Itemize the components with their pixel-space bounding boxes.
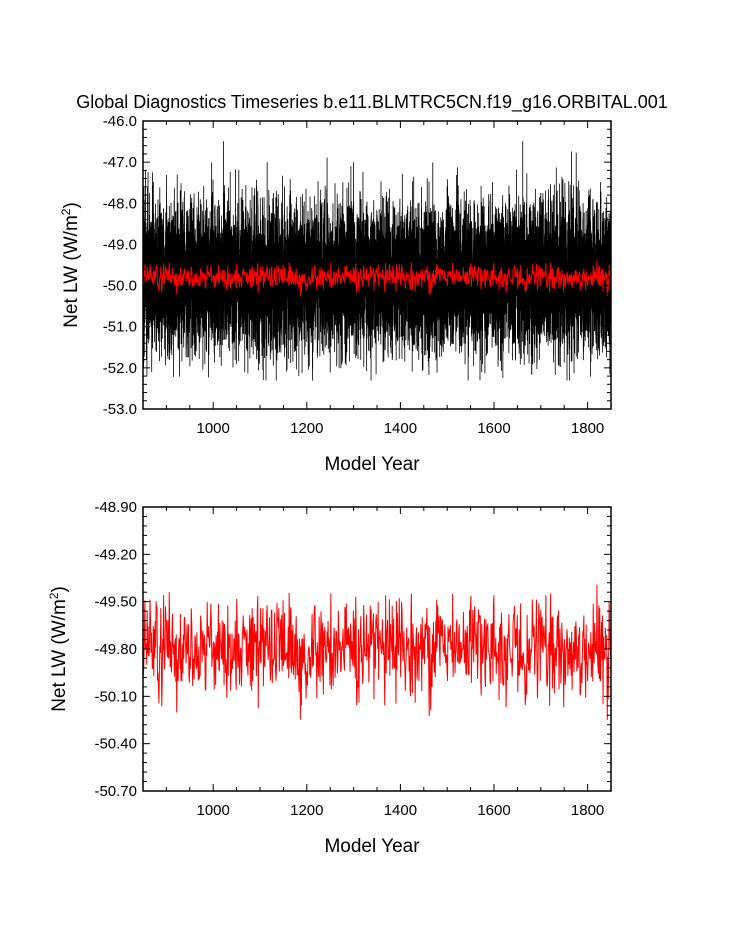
bottom-x-axis-label: Model Year (324, 836, 420, 857)
top-y-tick-label: -49.0 (103, 236, 137, 253)
top-y-tick-label: -51.0 (103, 319, 137, 336)
top-x-tick-label: 1800 (571, 420, 604, 437)
chart-title: Global Diagnostics Timeseries b.e11.BLMT… (76, 92, 668, 113)
bottom-x-tick-label: 1600 (477, 802, 510, 819)
top-x-axis-label: Model Year (324, 454, 420, 475)
bottom-ticks: 1000 1200 1400 1600 1800 -48.90 -49.20 -49.50 -4… (94, 499, 612, 819)
top-y-axis-label-suffix: ) (61, 202, 82, 208)
bottom-series-layer (142, 584, 612, 721)
bottom-y-axis-label-superscript: 2 (47, 592, 61, 599)
bottom-series-annual (142, 584, 612, 721)
bottom-panel: 1000 1200 1400 1600 1800 -48.90 -49.20 -49.50 -4… (47, 499, 612, 857)
top-series-annual (142, 260, 612, 297)
top-panel: 1000 1200 1400 1600 1800 -46.0 -47.0 -48.0 -49.0… (59, 113, 612, 475)
bottom-y-tick-label: -50.10 (94, 688, 137, 705)
bottom-y-axis-label: Net LW (W/m2) (47, 586, 70, 712)
bottom-y-axis-label-suffix: ) (49, 586, 70, 592)
bottom-y-tick-label: -50.70 (94, 783, 137, 800)
top-y-tick-label: -46.0 (103, 113, 137, 130)
top-y-tick-label: -50.0 (103, 278, 137, 295)
top-ticks: 1000 1200 1400 1600 1800 -46.0 -47.0 -48.0 -49.0… (103, 113, 612, 437)
top-y-tick-label: -52.0 (103, 360, 137, 377)
bottom-y-tick-label: -49.20 (94, 546, 137, 563)
top-y-tick-label: -53.0 (103, 401, 137, 418)
bottom-y-axis-label-text: Net LW (W/m (49, 599, 70, 712)
top-x-tick-label: 1400 (384, 420, 417, 437)
bottom-x-tick-label: 1000 (197, 802, 230, 819)
top-x-tick-label: 1600 (477, 420, 510, 437)
top-series-layer (142, 141, 612, 381)
top-y-tick-label: -47.0 (103, 154, 137, 171)
bottom-x-tick-label: 1400 (384, 802, 417, 819)
bottom-y-tick-label: -49.80 (94, 641, 137, 658)
bottom-y-tick-label: -49.50 (94, 594, 137, 611)
top-y-axis-label-superscript: 2 (59, 208, 73, 215)
top-x-tick-label: 1000 (197, 420, 230, 437)
bottom-x-tick-label: 1800 (571, 802, 604, 819)
bottom-x-tick-label: 1200 (290, 802, 323, 819)
top-y-axis-label: Net LW (W/m2) (59, 202, 82, 328)
bottom-y-tick-label: -50.40 (94, 736, 137, 753)
bottom-y-tick-label: -48.90 (94, 499, 137, 516)
top-x-tick-label: 1200 (290, 420, 323, 437)
top-series-monthly (142, 141, 612, 381)
top-y-axis-label-text: Net LW (W/m (61, 215, 82, 328)
top-y-tick-label: -48.0 (103, 195, 137, 212)
